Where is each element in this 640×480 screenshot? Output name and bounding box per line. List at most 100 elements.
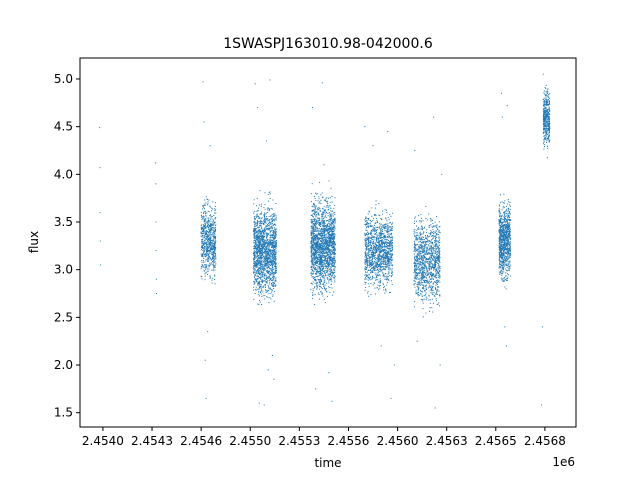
data-point <box>322 248 324 250</box>
data-point <box>312 226 314 228</box>
data-point <box>267 260 269 262</box>
data-point <box>260 244 262 246</box>
data-point <box>268 254 270 256</box>
data-point <box>259 214 261 216</box>
data-point <box>381 239 383 241</box>
data-point <box>371 234 373 236</box>
data-point <box>388 255 390 257</box>
data-point <box>371 251 373 253</box>
data-point <box>383 261 385 263</box>
data-point <box>378 255 380 257</box>
data-point <box>255 266 257 268</box>
data-point <box>312 240 314 242</box>
data-point <box>318 237 320 239</box>
data-point <box>212 256 214 258</box>
data-point <box>275 246 277 248</box>
data-point <box>319 257 321 259</box>
data-point <box>258 282 260 284</box>
data-point <box>311 252 313 254</box>
data-point <box>374 277 376 279</box>
data-point <box>259 240 261 242</box>
data-point <box>266 296 268 298</box>
data-point <box>214 237 216 239</box>
data-point <box>318 278 320 280</box>
data-point <box>274 255 276 257</box>
data-point <box>209 232 211 234</box>
data-point <box>275 272 277 274</box>
data-point <box>268 276 270 278</box>
data-point <box>319 224 321 226</box>
data-point <box>383 224 385 226</box>
data-point <box>383 273 385 275</box>
data-point <box>254 245 256 247</box>
data-point <box>325 228 327 230</box>
data-point <box>368 262 370 264</box>
data-point <box>209 255 211 257</box>
data-point <box>365 260 367 262</box>
data-point <box>214 217 216 219</box>
data-point <box>331 226 333 228</box>
data-point <box>324 258 326 260</box>
data-point <box>253 216 255 218</box>
data-point <box>209 238 211 240</box>
data-point <box>325 248 327 250</box>
data-point <box>254 255 256 257</box>
data-point <box>268 221 270 223</box>
data-point <box>327 228 329 230</box>
data-point <box>370 221 372 223</box>
data-point <box>371 207 373 209</box>
data-point <box>328 260 330 262</box>
data-point <box>314 192 316 194</box>
data-point <box>253 268 255 270</box>
data-point <box>271 268 273 270</box>
data-point <box>211 243 213 245</box>
data-point <box>312 288 314 290</box>
data-point <box>254 223 256 225</box>
data-point <box>326 212 328 214</box>
data-point <box>314 212 316 214</box>
data-point <box>318 270 320 272</box>
data-point <box>371 254 373 256</box>
data-point <box>369 265 371 267</box>
data-point <box>311 263 313 265</box>
data-point <box>364 263 366 265</box>
data-point <box>255 248 257 250</box>
data-point <box>319 260 321 262</box>
data-point <box>333 236 335 238</box>
data-point <box>316 269 318 271</box>
data-point <box>316 257 318 259</box>
data-point <box>331 215 333 217</box>
data-point <box>385 217 387 219</box>
data-point <box>264 295 266 297</box>
data-point <box>254 232 256 234</box>
data-point <box>258 260 260 262</box>
data-point <box>319 279 321 281</box>
data-point <box>269 252 271 254</box>
data-point <box>317 245 319 247</box>
data-point <box>206 257 208 259</box>
data-point <box>261 222 263 224</box>
data-point <box>322 248 324 250</box>
data-point <box>322 283 324 285</box>
data-point <box>370 234 372 236</box>
data-point <box>268 215 270 217</box>
data-point <box>267 235 269 237</box>
data-point <box>328 265 330 267</box>
data-point <box>313 247 315 249</box>
data-point <box>320 255 322 257</box>
data-point <box>367 242 369 244</box>
data-point <box>329 260 331 262</box>
data-point <box>270 288 272 290</box>
data-point <box>212 249 214 251</box>
data-point <box>267 249 269 251</box>
data-point <box>314 268 316 270</box>
data-point <box>388 249 390 251</box>
data-point <box>259 273 261 275</box>
data-point <box>258 226 260 228</box>
data-point <box>333 266 335 268</box>
data-point <box>260 286 262 288</box>
data-point <box>330 244 332 246</box>
data-point <box>329 271 331 273</box>
data-point <box>200 211 202 213</box>
data-point <box>322 238 324 240</box>
